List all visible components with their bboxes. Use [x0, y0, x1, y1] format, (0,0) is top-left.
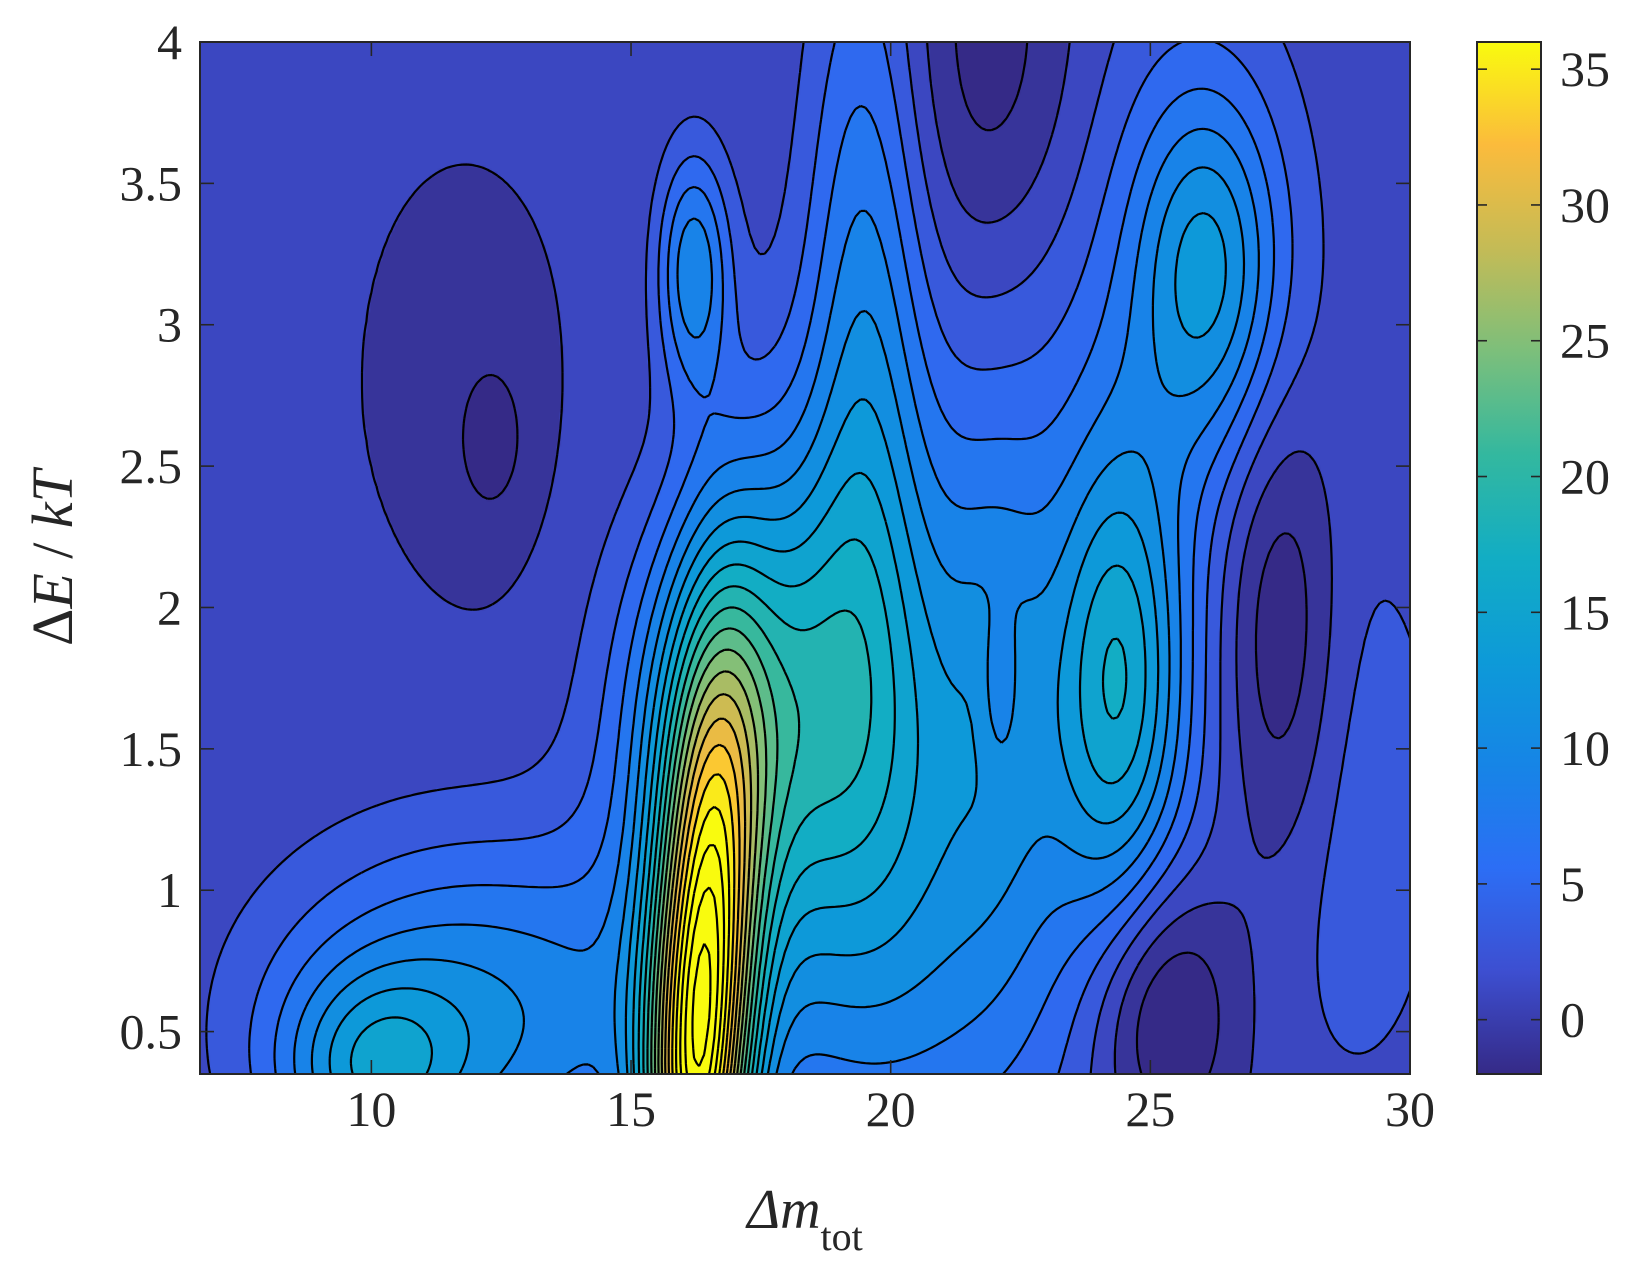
colorbar-tick-label: 25: [1560, 313, 1610, 369]
contour-line: [293, 127, 1260, 1074]
contour-line: [653, 648, 768, 1074]
x-tick-label: 15: [606, 1081, 656, 1137]
contour-line: [637, 538, 1128, 1074]
colorbar: 0 5 10 15 20 25 30 35: [1476, 41, 1610, 1075]
x-axis-label-main: Δm: [745, 1179, 820, 1241]
colorbar-tick-label: 0: [1560, 992, 1585, 1048]
contour-line: [646, 606, 801, 1074]
colorbar-tick-label: 15: [1560, 584, 1610, 640]
contour-line: [684, 886, 720, 1074]
contour-line: [642, 585, 873, 1074]
colorbar-tick-label: 10: [1560, 720, 1610, 776]
plot-area: [199, 41, 1411, 1075]
colorbar-tick-label: 35: [1560, 41, 1610, 97]
contour-line: [657, 670, 760, 1074]
colorbar-tick-label: 5: [1560, 856, 1585, 912]
contour-line: [667, 743, 741, 1074]
contour-line: [675, 805, 731, 1074]
colorbar-gradient: [1477, 42, 1541, 1074]
y-label-kt: kT: [20, 466, 85, 528]
y-label-e: E: [20, 573, 85, 609]
y-tick-label: 1.5: [120, 721, 183, 777]
x-tick-label: 20: [866, 1081, 916, 1137]
contour-line: [349, 471, 1147, 1074]
colorbar-ticks: 0 5 10 15 20 25 30 35: [1477, 41, 1610, 1048]
y-label-delta: Δ: [20, 609, 85, 646]
y-tick-label: 4: [157, 14, 182, 70]
x-axis-label: Δmtot: [745, 1179, 863, 1259]
x-axis: 10 15 20 25 30: [346, 42, 1435, 1137]
y-tick-label: 2.5: [120, 438, 183, 494]
colorbar-tick-label: 20: [1560, 449, 1610, 505]
x-tick-label: 10: [346, 1081, 396, 1137]
contour-line: [461, 42, 1308, 1074]
contour-line: [360, 42, 1333, 1074]
contour-line: [679, 844, 726, 1074]
y-tick-label: 3.5: [120, 155, 183, 211]
colorbar-frame: [1476, 41, 1542, 1075]
contour-lines: [205, 42, 1410, 1074]
contour-line: [691, 943, 712, 1067]
contour-line: [273, 87, 1276, 1074]
contour-line: [664, 717, 747, 1074]
contour-line: [310, 166, 1246, 1074]
y-axis-label: ΔE / kT: [20, 466, 85, 646]
colorbar-tick-label: 30: [1560, 177, 1610, 233]
contour-line: [328, 212, 1227, 1074]
contour-line: [660, 693, 753, 1074]
x-tick-label: 25: [1125, 1081, 1175, 1137]
plot-frame: [199, 41, 1411, 1075]
contour-line: [650, 627, 779, 1074]
contour-fill: [200, 42, 1410, 1074]
contour-line: [671, 773, 736, 1074]
x-axis-label-sub: tot: [821, 1214, 863, 1259]
y-tick-label: 0.5: [120, 1004, 183, 1060]
y-tick-label: 2: [157, 579, 182, 635]
y-label-slash: /: [20, 528, 85, 573]
y-axis: 0.5 1 1.5 2 2.5 3 3.5 4: [120, 14, 1410, 1060]
x-tick-label: 30: [1385, 1081, 1435, 1137]
y-tick-label: 3: [157, 297, 182, 353]
y-tick-label: 1: [157, 862, 182, 918]
contour-line: [248, 42, 1294, 1074]
contour-line: [205, 42, 1410, 1074]
